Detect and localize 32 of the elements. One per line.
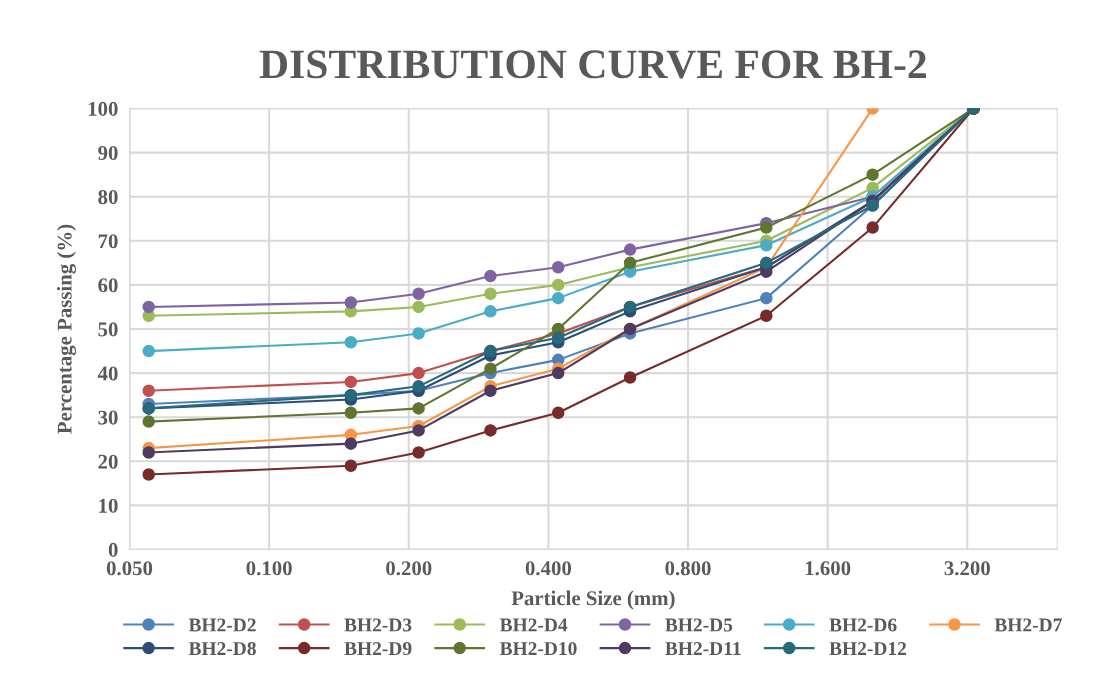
x-tick-label: 3.200 [944, 561, 990, 576]
legend-label: BH2-D6 [829, 618, 897, 632]
y-tick-label: 20 [98, 454, 118, 469]
y-tick-label: 50 [98, 322, 118, 337]
legend-label: BH2-D11 [665, 642, 741, 655]
y-tick-label: 70 [98, 234, 118, 249]
legend-label: BH2-D7 [994, 618, 1062, 632]
y-tick-label: 30 [98, 410, 118, 425]
x-tick-label: 0.200 [386, 561, 432, 576]
chart-title: DISTRIBUTION CURVE FOR BH-2 [259, 50, 926, 79]
y-axis-title: Percentage Passing (%) [56, 224, 77, 434]
legend-label: BH2-D9 [344, 642, 412, 656]
legend-label: BH2-D5 [665, 618, 733, 632]
legend-label: BH2-D10 [499, 641, 577, 656]
legend-label: BH2-D3 [344, 618, 412, 632]
x-axis-title: Particle Size (mm) [511, 590, 675, 610]
y-tick-label: 60 [98, 278, 118, 293]
x-tick-label: 0.100 [246, 561, 292, 576]
x-tick-label: 0.400 [525, 561, 572, 576]
x-tick-label: 1.600 [805, 561, 851, 576]
legend-label: BH2-D12 [829, 642, 907, 655]
y-tick-label: 100 [88, 101, 118, 116]
legend-label: BH2-D8 [188, 641, 256, 656]
y-tick-label: 0 [108, 542, 118, 557]
x-tick-label: 0.800 [665, 561, 711, 576]
legend-label: BH2-D2 [188, 618, 256, 632]
x-tick-label: 0.050 [106, 561, 153, 576]
y-tick-label: 80 [98, 190, 118, 205]
y-tick-label: 90 [98, 145, 118, 161]
y-tick-label: 40 [97, 366, 118, 381]
y-tick-label: 10 [99, 498, 118, 513]
legend-label: BH2-D4 [499, 618, 568, 632]
